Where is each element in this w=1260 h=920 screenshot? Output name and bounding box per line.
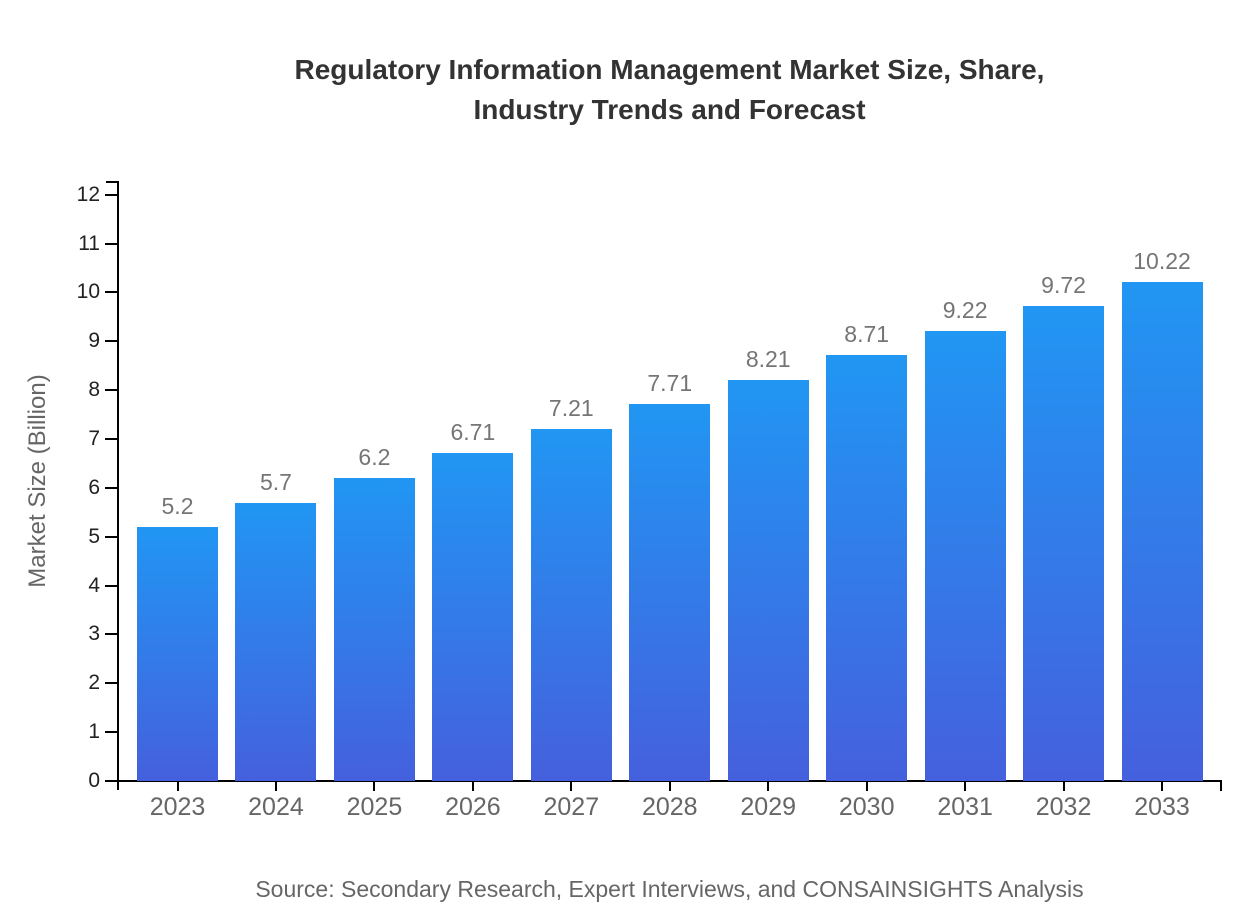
y-tick [105, 584, 118, 587]
y-tick-label: 10 [76, 280, 100, 304]
x-tick-label: 2026 [445, 793, 501, 821]
y-tick [105, 340, 118, 343]
y-tick [105, 486, 118, 489]
x-tick [176, 782, 179, 791]
bar-value-label: 9.72 [1041, 272, 1086, 299]
x-tick [570, 782, 573, 791]
x-tick-label: 2032 [1035, 793, 1092, 821]
bar-value-label: 8.21 [745, 345, 791, 372]
bar-value-label: 9.22 [942, 296, 988, 323]
bar-value-label: 7.71 [647, 370, 693, 397]
bar-value-label: 6.71 [450, 419, 496, 446]
bar-value-label: 8.71 [844, 321, 890, 348]
y-tick-label: 7 [88, 426, 100, 450]
chart-title-line1: Regulatory Information Management Market… [294, 54, 1045, 85]
y-tick-label: 1 [88, 720, 100, 744]
y-axis-line [117, 181, 119, 790]
x-tick [1161, 782, 1164, 791]
y-tick [105, 193, 118, 196]
y-axis-top-cap [106, 181, 119, 183]
y-tick [105, 242, 118, 245]
y-tick [105, 437, 118, 440]
bar-value-label: 5.7 [259, 468, 292, 495]
y-tick-label: 0 [88, 769, 100, 792]
x-tick-label: 2024 [248, 793, 304, 821]
bar [530, 428, 612, 781]
x-tick-label: 2023 [149, 793, 206, 821]
x-tick [865, 782, 868, 791]
chart-title: Regulatory Information Management Market… [118, 50, 1221, 130]
bar [629, 404, 711, 781]
x-tick [1062, 782, 1065, 791]
bar-value-label: 7.21 [548, 394, 594, 421]
y-tick-label: 2 [88, 671, 100, 695]
y-tick [105, 682, 118, 685]
y-tick [105, 291, 118, 294]
y-tick-label: 11 [78, 231, 100, 255]
bar [727, 379, 809, 781]
bar [924, 330, 1006, 781]
y-tick-label: 4 [88, 573, 100, 597]
x-tick [471, 782, 474, 791]
y-tick-label: 6 [88, 475, 100, 499]
x-tick-label: 2028 [641, 793, 698, 821]
bar [826, 355, 908, 781]
x-axis-line [117, 780, 1222, 782]
bar [1023, 306, 1105, 781]
bar [137, 526, 219, 781]
x-tick [274, 782, 277, 791]
bar-value-label: 6.2 [358, 444, 391, 471]
y-tick-label: 9 [88, 329, 100, 353]
y-tick [105, 389, 118, 392]
x-tick [767, 782, 770, 791]
x-tick-label: 2031 [937, 793, 993, 821]
bar [432, 453, 514, 781]
x-tick-label: 2030 [838, 793, 895, 821]
bar-value-label: 10.22 [1133, 247, 1191, 274]
source-note: Source: Secondary Research, Expert Inter… [255, 876, 1084, 902]
x-tick-label: 2025 [346, 793, 403, 821]
x-tick-label: 2029 [740, 793, 797, 821]
y-tick [105, 731, 118, 734]
y-tick-label: 3 [88, 622, 100, 646]
y-tick [105, 535, 118, 538]
y-tick [105, 633, 118, 636]
x-tick-label: 2033 [1134, 793, 1190, 821]
y-tick [105, 780, 118, 782]
bar [333, 478, 415, 781]
x-tick [373, 782, 376, 791]
bar [235, 502, 317, 781]
x-tick [668, 782, 671, 791]
x-axis-right-cap [1220, 780, 1222, 791]
bar-value-label: 5.2 [161, 492, 194, 519]
y-tick-label: 8 [88, 378, 100, 402]
y-tick-label: 5 [88, 524, 100, 548]
bar [1121, 281, 1203, 781]
x-tick [964, 782, 967, 791]
x-tick-label: 2027 [543, 793, 600, 821]
chart-title-line2: Industry Trends and Forecast [473, 94, 866, 125]
y-tick-label: 12 [76, 182, 100, 206]
